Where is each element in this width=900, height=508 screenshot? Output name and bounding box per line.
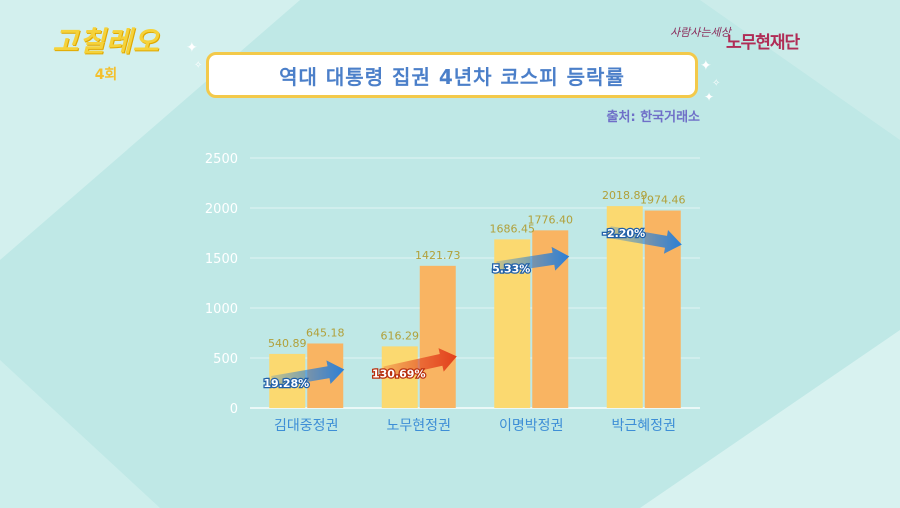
bar-value-label: 1686.45 <box>490 222 536 235</box>
y-tick-label: 2000 <box>205 202 238 217</box>
x-tick-label: 노무현정권 <box>387 418 451 434</box>
y-tick-label: 1000 <box>205 302 238 317</box>
x-tick-label: 김대중정권 <box>274 418 338 434</box>
change-arrow-icon <box>271 360 345 388</box>
change-percent-label: 5.33% <box>492 262 530 275</box>
show-logo: 고칠레오 4회 <box>46 20 166 84</box>
y-tick-label: 0 <box>230 402 238 417</box>
sparkle-icon: ✧ <box>712 78 721 89</box>
change-percent-label: -2.20% <box>602 227 645 240</box>
sparkle-icon: ✧ <box>194 60 203 71</box>
bar-value-label: 1974.46 <box>640 194 686 207</box>
sparkle-icon: ✦ <box>704 90 715 104</box>
bar-value-label: 1421.73 <box>415 249 461 262</box>
x-tick-label: 이명박정권 <box>499 418 563 434</box>
change-arrow-icon <box>496 246 570 274</box>
y-tick-label: 1500 <box>205 252 238 267</box>
chart-title: 역대 대통령 집권 4년차 코스피 등락률 <box>279 64 625 89</box>
show-logo-text: 고칠레오 <box>52 25 160 58</box>
title-box: 역대 대통령 집권 4년차 코스피 등락률 <box>206 52 698 98</box>
change-percent-label: 130.69% <box>372 367 425 380</box>
foundation-logo: 사람사는세상 노무현재단 <box>670 18 840 58</box>
sparkle-icon: ✦ <box>700 58 712 74</box>
bar-value-label: 645.18 <box>306 326 345 339</box>
foundation-tagline: 사람사는세상 <box>670 26 731 39</box>
foundation-name: 노무현재단 <box>726 33 800 53</box>
bar <box>419 265 456 408</box>
y-tick-label: 2500 <box>205 152 238 167</box>
source-note: 출처: 한국거래소 <box>606 110 700 125</box>
change-arrow-icon <box>383 348 457 379</box>
x-tick-label: 박근혜정권 <box>612 418 676 434</box>
change-percent-label: 19.28% <box>263 377 309 390</box>
y-tick-label: 500 <box>213 352 238 367</box>
bar-value-label: 540.89 <box>268 337 307 350</box>
bar-value-label: 616.29 <box>381 329 420 342</box>
episode-number: 4회 <box>94 67 118 83</box>
sparkle-icon: ✦ <box>186 40 198 56</box>
bar-value-label: 2018.89 <box>602 189 648 202</box>
bar-value-label: 1776.40 <box>528 213 574 226</box>
change-arrow-icon <box>608 226 682 254</box>
